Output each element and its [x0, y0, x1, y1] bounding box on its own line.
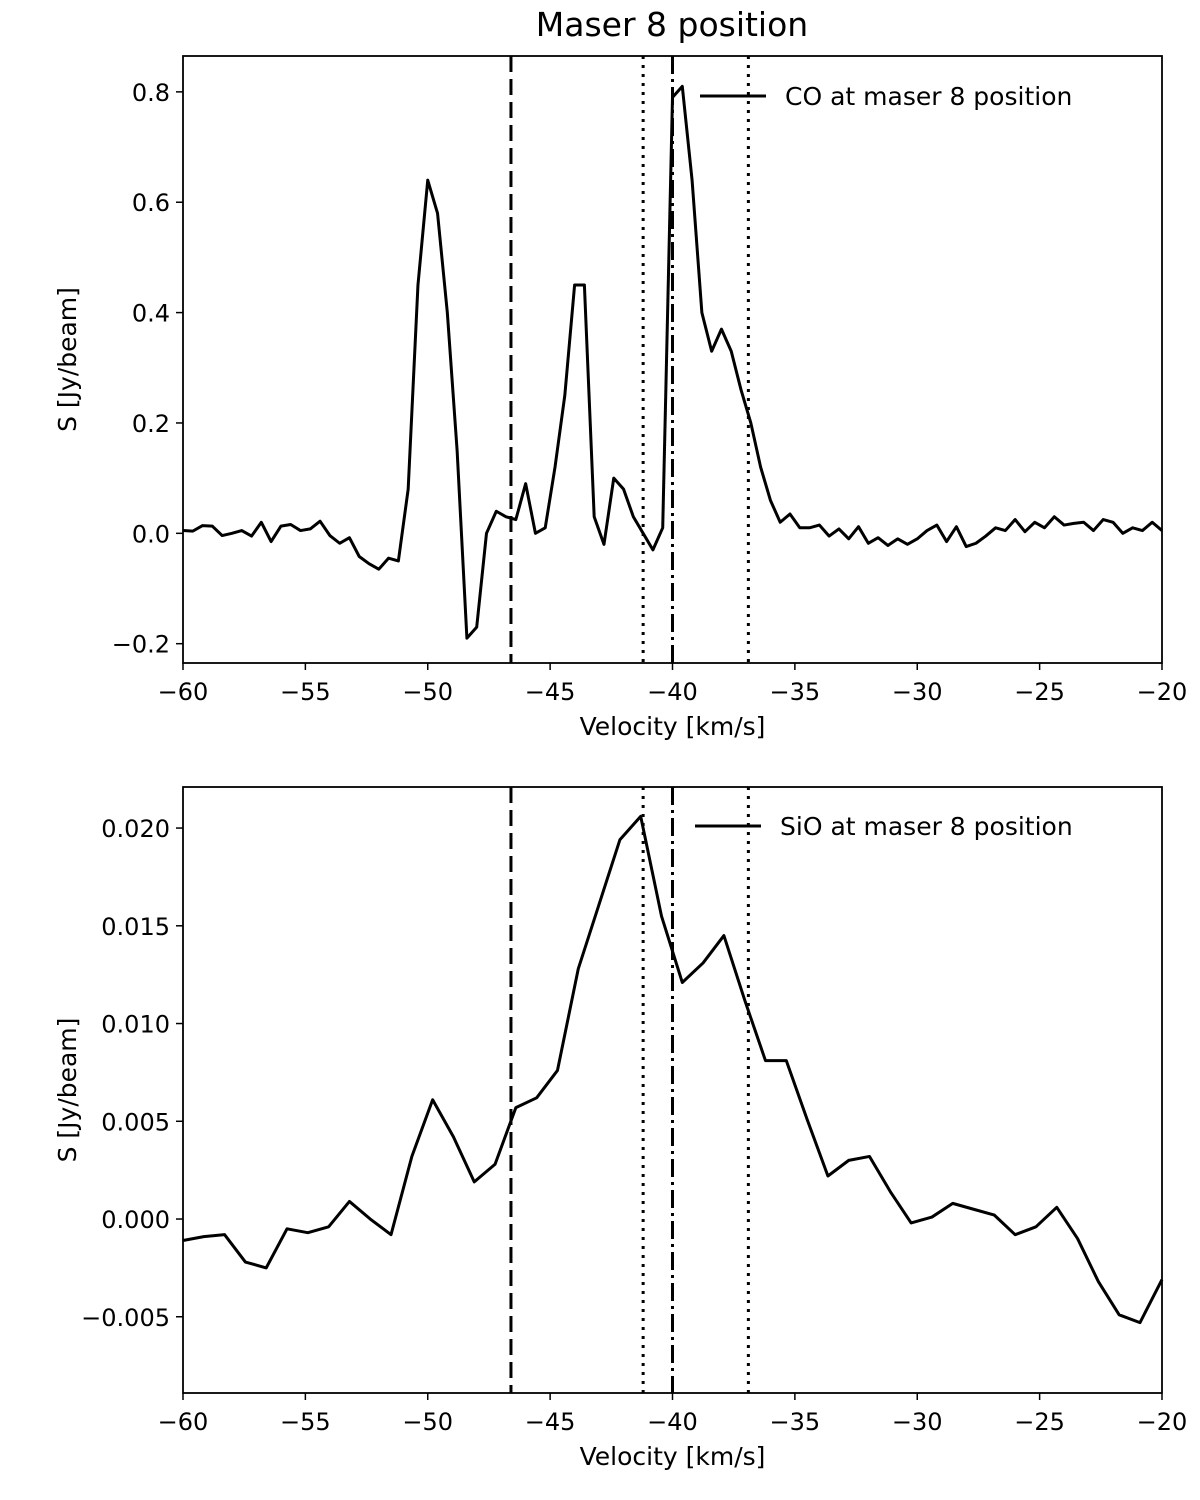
x-tick-label: −60 [158, 678, 209, 706]
co-spectrum-panel: −60 −55 −50 −45 −40 −35 −30 −25 −20 −0.2 0.0 0.2 0.4… [53, 55, 1188, 741]
x-tick-label: −20 [1137, 1408, 1188, 1436]
x-tick-label: −35 [770, 1408, 821, 1436]
x-tick-label: −50 [402, 678, 453, 706]
y-tick-label: 0.015 [101, 913, 170, 941]
x-tick-label: −55 [280, 678, 331, 706]
x-tick-label: −40 [647, 1408, 698, 1436]
legend-label: CO at maser 8 position [785, 82, 1072, 111]
y-tick-label: −0.2 [112, 631, 170, 659]
series-line [182, 84, 1163, 640]
y-axis-label: S [Jy/beam] [53, 287, 82, 432]
x-axis-label: Velocity [km/s] [580, 1442, 766, 1471]
x-tick-label: −25 [1014, 1408, 1065, 1436]
y-tick-label: 0.010 [101, 1011, 170, 1039]
y-tick-label: 0.005 [101, 1108, 170, 1136]
plot-frame [182, 786, 1163, 1394]
x-tick-label: −25 [1014, 678, 1065, 706]
y-tick-label: −0.005 [81, 1304, 170, 1332]
y-tick-label: 0.0 [132, 520, 170, 548]
plot-frame [182, 55, 1163, 664]
y-tick-label: 0.4 [132, 300, 170, 328]
x-tick-label: −40 [647, 678, 698, 706]
series-line [182, 814, 1164, 1325]
sio-spectrum-panel: −60 −55 −50 −45 −40 −35 −30 −25 −20 −0.005 0.000 0.… [53, 786, 1188, 1471]
legend-label: SiO at maser 8 position [780, 812, 1073, 841]
x-axis-label: Velocity [km/s] [580, 712, 766, 741]
x-tick-label: −30 [892, 678, 943, 706]
x-tick-label: −55 [280, 1408, 331, 1436]
x-tick-label: −50 [402, 1408, 453, 1436]
x-tick-label: −60 [158, 1408, 209, 1436]
x-tick-label: −30 [892, 1408, 943, 1436]
x-tick-label: −45 [525, 1408, 576, 1436]
y-tick-label: 0.2 [132, 410, 170, 438]
legend: SiO at maser 8 position [695, 812, 1073, 841]
x-tick-label: −20 [1137, 678, 1188, 706]
y-axis-label: S [Jy/beam] [53, 1018, 82, 1163]
legend: CO at maser 8 position [700, 82, 1072, 111]
y-tick-label: 0.6 [132, 189, 170, 217]
chart-title: Maser 8 position [536, 5, 808, 44]
y-tick-label: 0.020 [101, 815, 170, 843]
y-tick-label: 0.000 [101, 1206, 170, 1234]
y-tick-label: 0.8 [132, 79, 170, 107]
x-tick-label: −45 [525, 678, 576, 706]
x-tick-label: −35 [770, 678, 821, 706]
